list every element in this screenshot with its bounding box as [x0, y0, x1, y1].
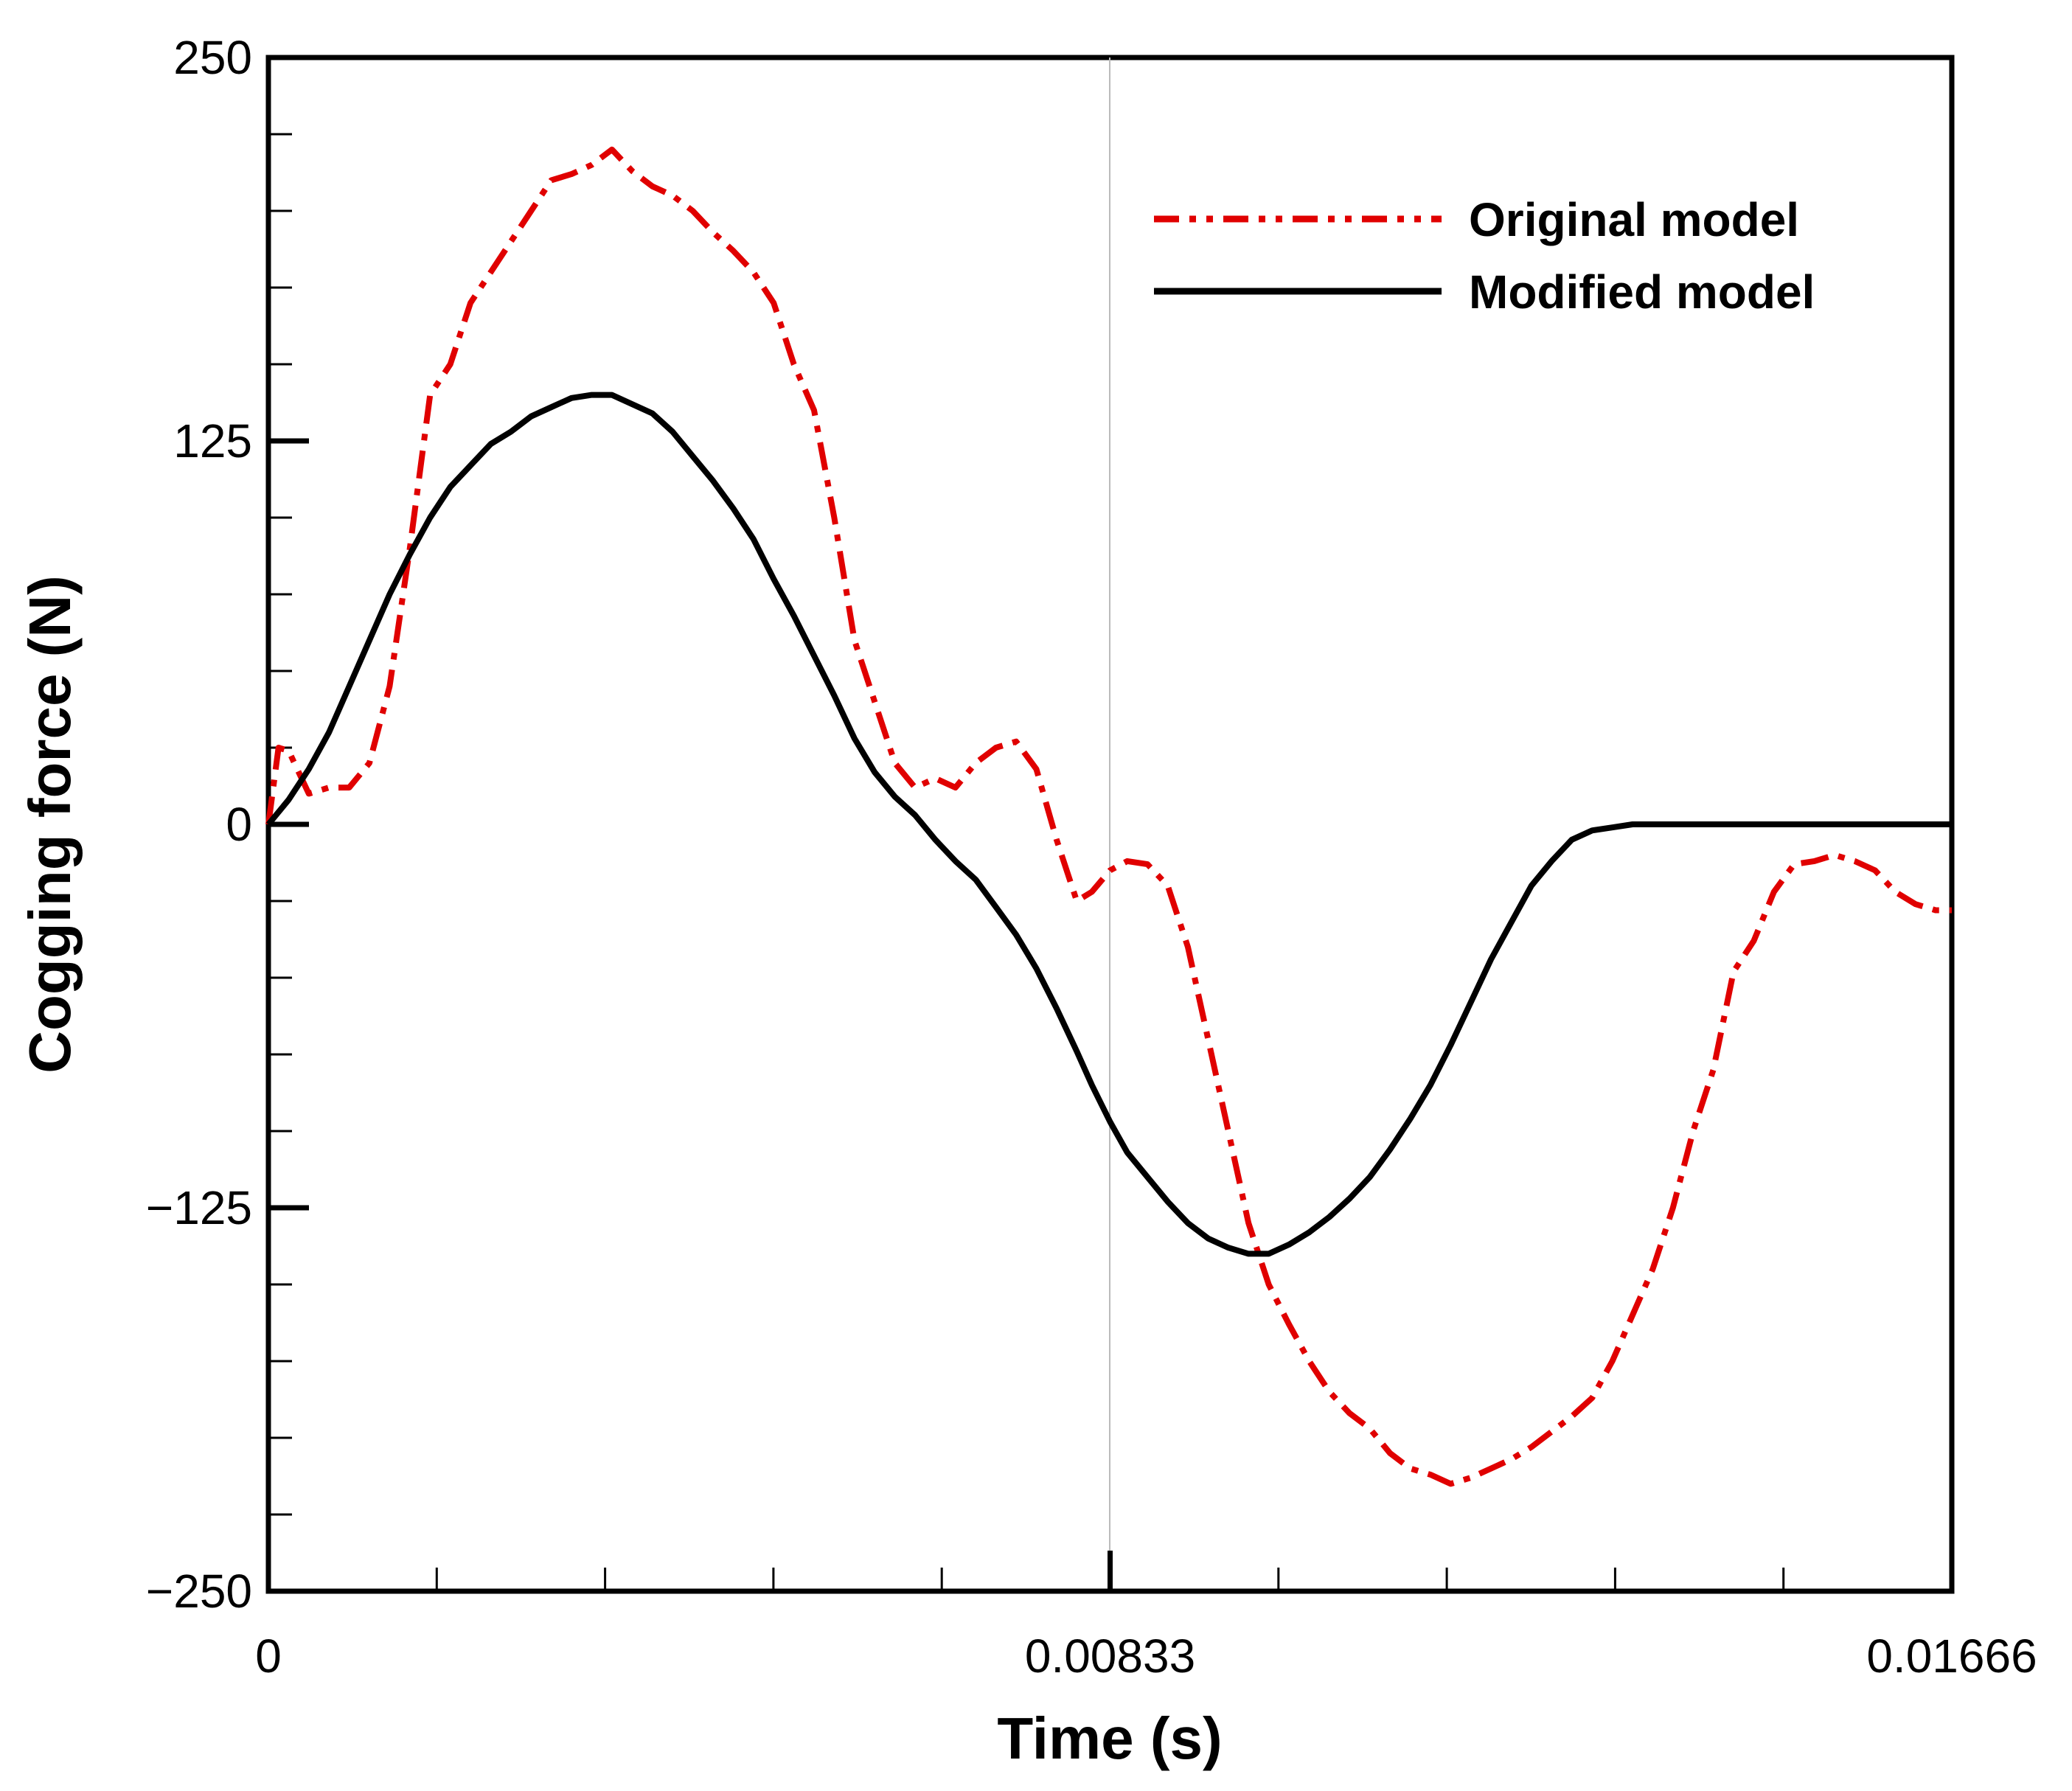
x-tick-label: 0.01666: [1866, 1630, 2037, 1683]
legend: Original model Modified model: [1154, 193, 1815, 319]
x-tick-labels: 0 0.00833 0.01666: [255, 1630, 2037, 1683]
y-tick-label: −125: [146, 1181, 252, 1234]
y-tick-label: 0: [226, 798, 252, 851]
x-tick-label: 0.00833: [1025, 1630, 1195, 1683]
x-tick-label: 0: [255, 1630, 282, 1683]
x-axis-ticks: [265, 1551, 1955, 1591]
series-line-modified: [265, 392, 1952, 1257]
series-group: [265, 146, 1952, 1487]
legend-label-original: Original model: [1469, 193, 1799, 246]
y-tick-label: −250: [146, 1565, 252, 1618]
y-axis-title: Cogging force (N): [17, 575, 83, 1073]
series-line-original: [265, 146, 1952, 1487]
y-axis-ticks: [268, 55, 309, 1594]
y-tick-label: 125: [173, 414, 252, 467]
legend-label-modified: Modified model: [1469, 265, 1815, 319]
y-tick-labels: 250 125 0 −125 −250: [146, 31, 252, 1618]
y-tick-label: 250: [173, 31, 252, 84]
x-axis-title: Time (s): [997, 1705, 1222, 1771]
